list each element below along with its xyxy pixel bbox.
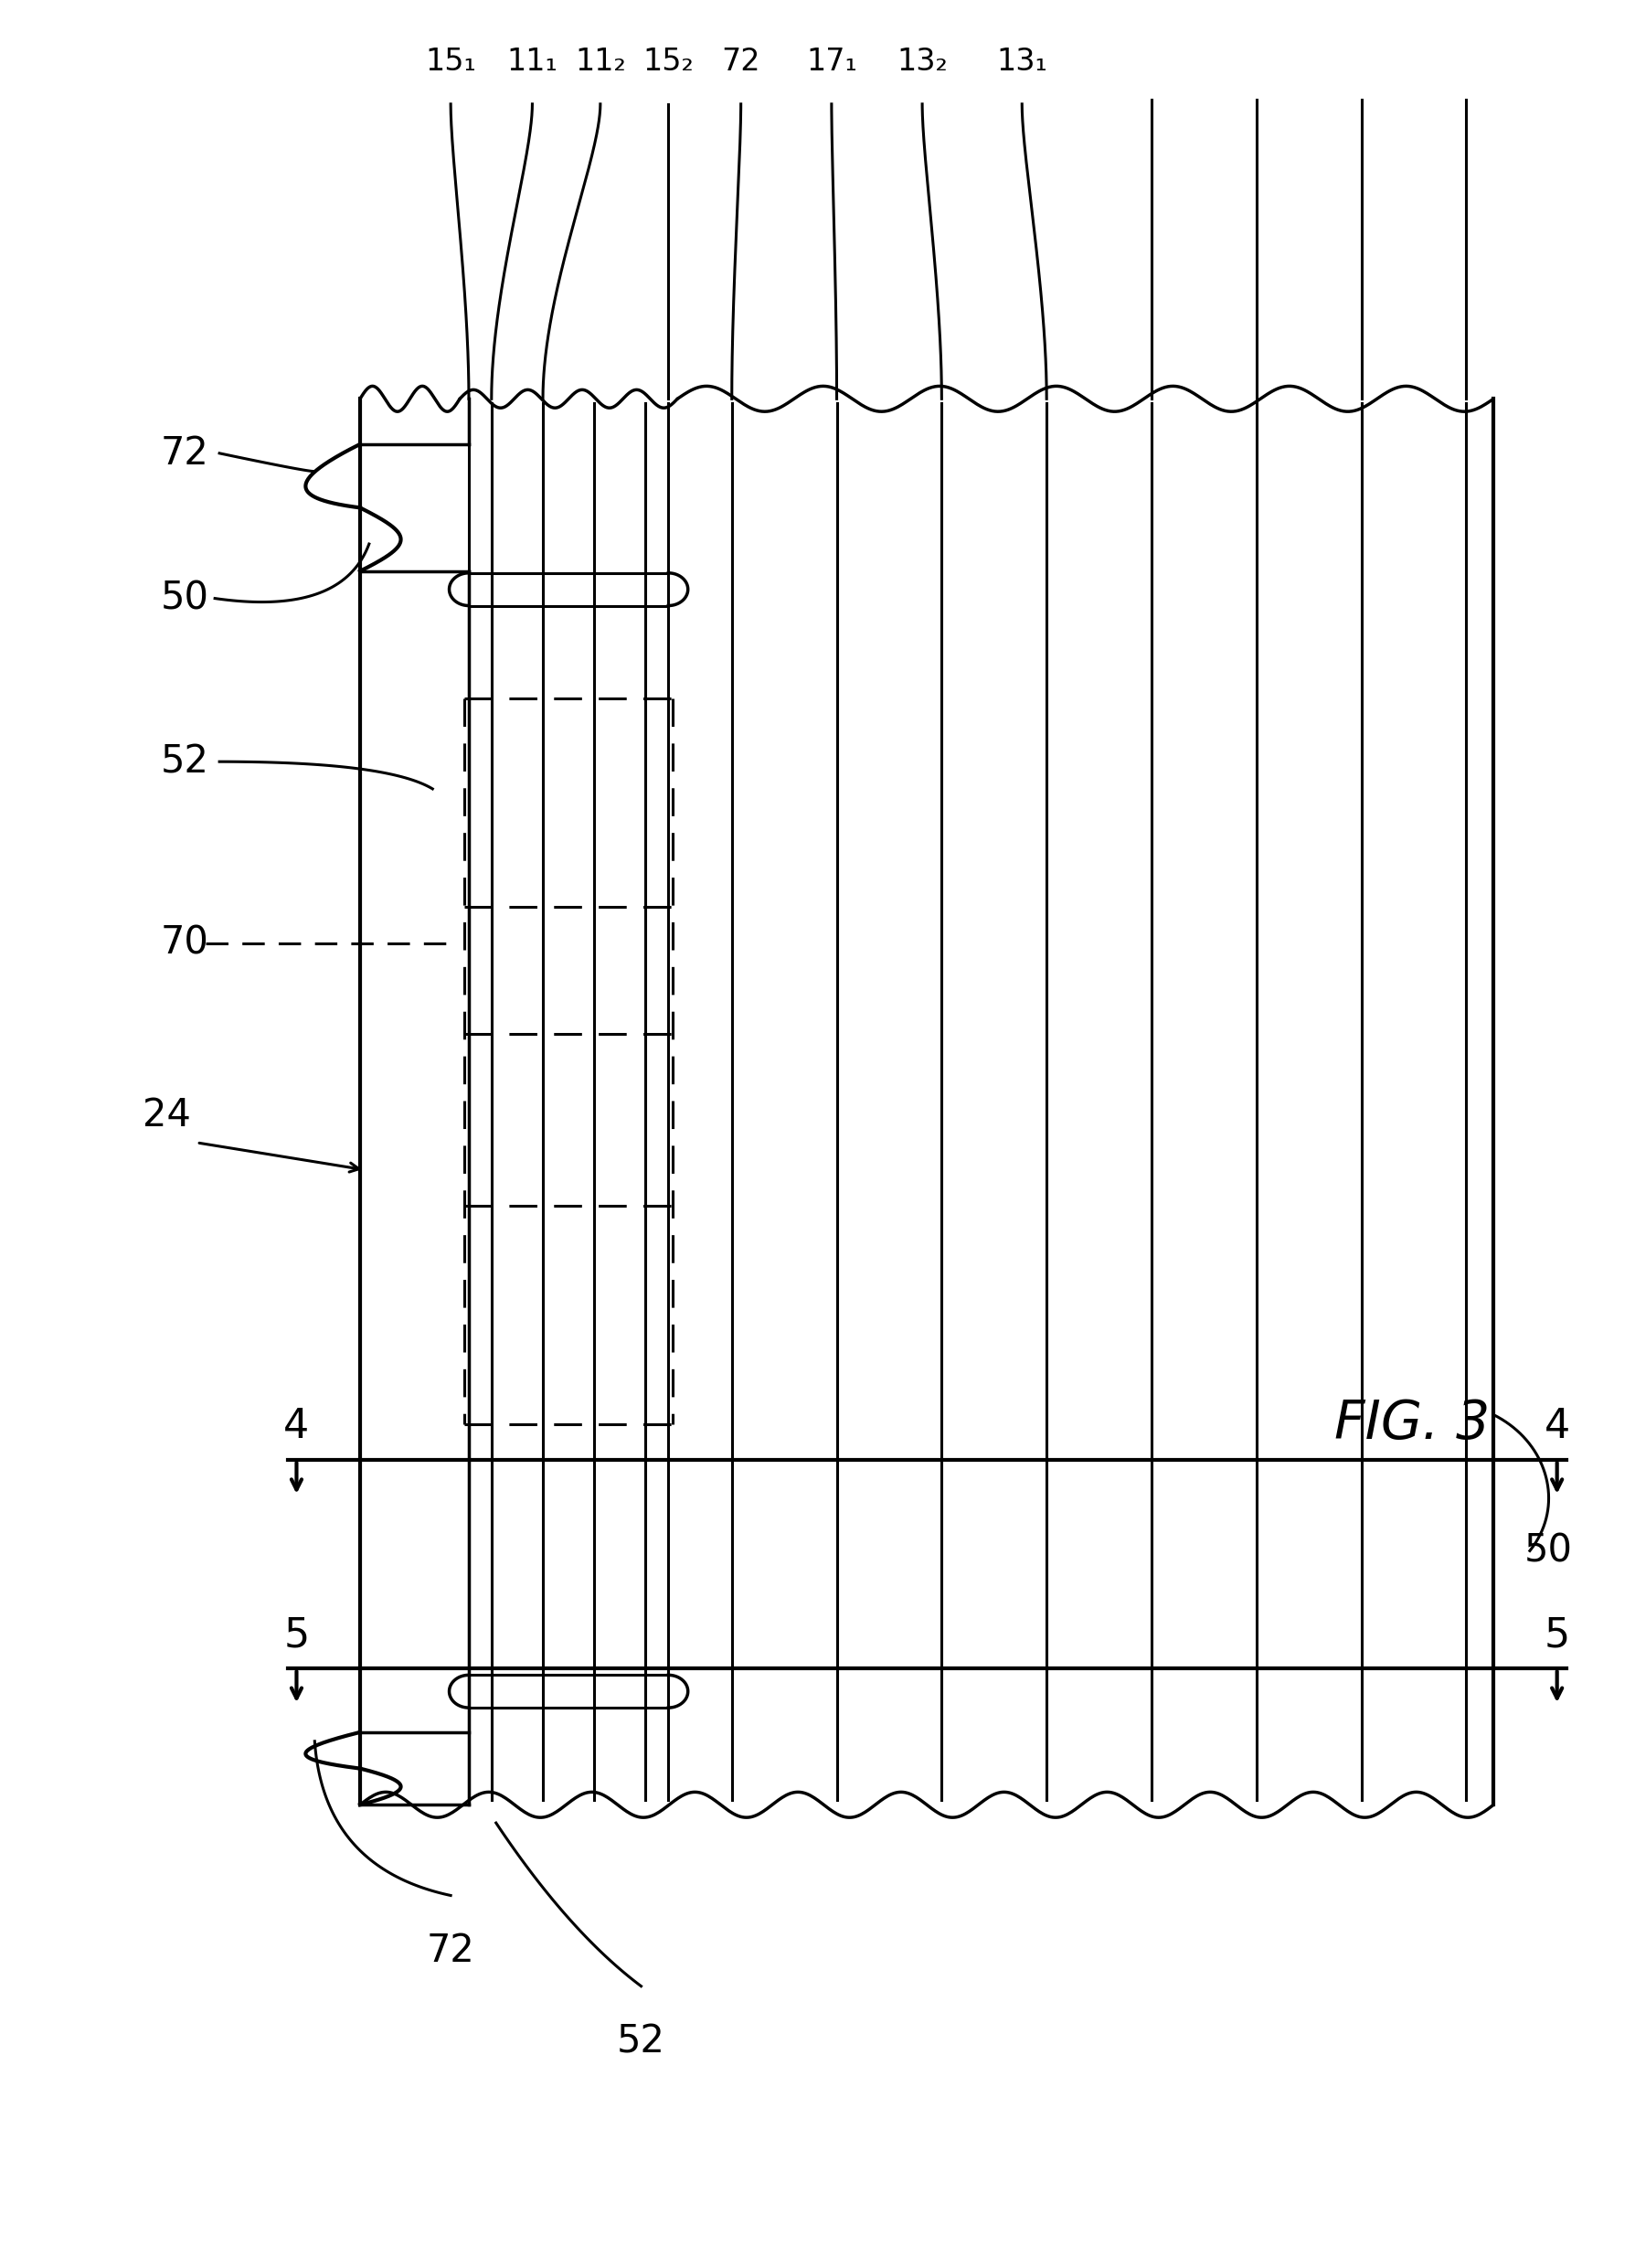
Text: 5: 5	[283, 1615, 309, 1656]
Text: 72: 72	[427, 1932, 474, 1971]
Text: 11₁: 11₁	[507, 48, 558, 77]
Text: 11₂: 11₂	[574, 48, 626, 77]
Text: FIG. 3: FIG. 3	[1334, 1397, 1489, 1449]
Text: 4: 4	[283, 1406, 309, 1447]
Text: 15₂: 15₂	[643, 48, 693, 77]
Text: 24: 24	[142, 1095, 191, 1134]
Text: 50: 50	[1522, 1531, 1571, 1569]
Text: 52: 52	[160, 742, 209, 780]
Text: 15₁: 15₁	[425, 48, 476, 77]
Text: 17₁: 17₁	[806, 48, 857, 77]
Text: 5: 5	[1543, 1615, 1570, 1656]
Text: 13₁: 13₁	[996, 48, 1046, 77]
Text: 13₂: 13₂	[896, 48, 947, 77]
Text: 52: 52	[616, 2023, 665, 2062]
Text: 72: 72	[721, 48, 760, 77]
Text: 72: 72	[160, 433, 209, 472]
Text: 50: 50	[160, 578, 209, 617]
Text: 4: 4	[1543, 1406, 1570, 1447]
Text: 70: 70	[160, 923, 209, 962]
